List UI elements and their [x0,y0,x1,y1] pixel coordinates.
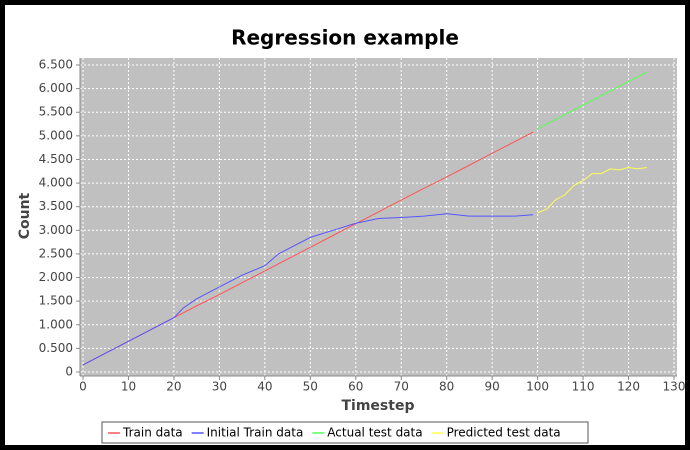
y-axis-label: Count [17,192,33,239]
y-tick-label: 5.500 [39,105,73,119]
x-tick-label: 30 [212,380,227,394]
y-tick-label: 1.500 [39,294,73,308]
series-line [537,71,647,130]
y-tick-label: 6.500 [39,58,73,72]
x-tick-label: 20 [166,380,181,394]
x-tick-label: 130 [663,380,686,394]
x-tick-label: 120 [617,380,640,394]
legend-label: Predicted test data [447,426,561,440]
series-line [82,213,534,366]
chart-title: Regression example [231,26,459,50]
y-tick-label: 4.000 [39,176,73,190]
x-tick-label: 0 [79,380,87,394]
y-tick-label: 4.500 [39,152,73,166]
y-tick-label: 3.500 [39,199,73,213]
y-tick-label: 0 [65,365,73,379]
x-tick-label: 40 [257,380,272,394]
x-tick-label: 10 [121,380,136,394]
series-line [537,166,647,214]
y-tick-label: 1.000 [39,317,73,331]
legend-label: Actual test data [327,426,422,440]
y-tick-label: 3.000 [39,223,73,237]
x-tick-label: 110 [572,380,595,394]
legend [101,421,589,444]
x-tick-label: 50 [303,380,318,394]
y-tick-label: 6.000 [39,81,73,95]
y-tick-label: 5.000 [39,128,73,142]
x-tick-label: 100 [526,380,549,394]
legend-label: Train data [122,426,183,440]
x-tick-label: 70 [394,380,409,394]
x-tick-label: 80 [439,380,454,394]
x-tick-label: 60 [348,380,363,394]
legend-label: Initial Train data [207,426,304,440]
plot-area [80,58,677,376]
y-tick-label: 0.500 [39,341,73,355]
y-tick-label: 2.500 [39,246,73,260]
x-axis-label: Timestep [342,398,415,414]
y-tick-label: 2.000 [39,270,73,284]
x-tick-label: 90 [485,380,500,394]
